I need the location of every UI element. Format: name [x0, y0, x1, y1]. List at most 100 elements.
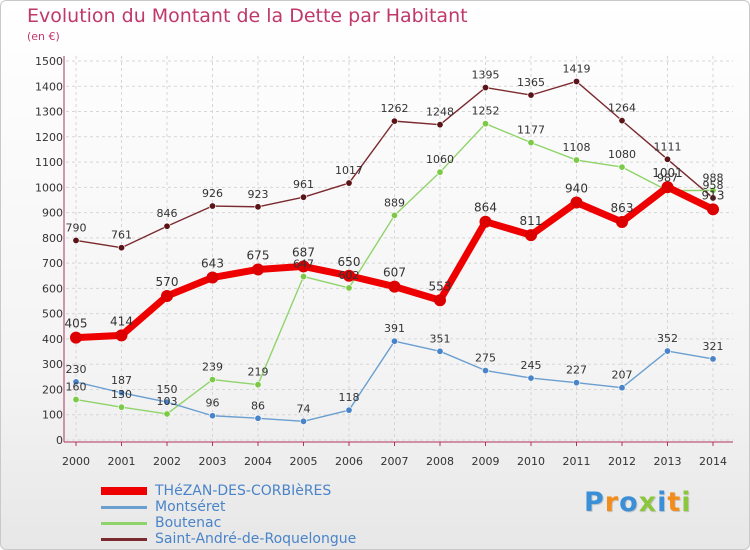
data-point: [390, 337, 398, 345]
data-point: [572, 156, 580, 164]
grid: [66, 56, 733, 441]
data-label: 675: [247, 248, 270, 262]
data-point: [118, 403, 126, 411]
data-label: 607: [383, 266, 406, 280]
data-point: [161, 289, 173, 302]
data-point: [299, 273, 307, 281]
data-label: 761: [111, 229, 132, 242]
y-tick-label: 600: [42, 282, 63, 295]
data-point: [527, 374, 535, 382]
axes: 0 100 200 300 400 500 600 700 800 900 1000 1100 1200…: [35, 55, 733, 468]
legend-swatch: [101, 506, 147, 509]
logo-letter: o: [619, 487, 639, 518]
data-point: [209, 412, 217, 420]
data-point: [209, 376, 217, 384]
data-label: 1017: [335, 164, 363, 177]
y-tick-label: 1500: [35, 55, 63, 68]
data-point: [345, 179, 353, 187]
legend-label: Montséret: [155, 499, 226, 515]
data-point: [345, 406, 353, 414]
data-label: 790: [66, 221, 87, 234]
data-label: 570: [156, 275, 179, 289]
data-label: 1264: [608, 102, 636, 115]
x-tick-label: 2009: [472, 455, 500, 468]
logo-letter: P: [584, 487, 605, 518]
data-point: [707, 203, 719, 216]
x-tick-label: 2006: [335, 455, 363, 468]
data-label: 275: [475, 352, 496, 365]
data-point: [525, 229, 537, 242]
data-point: [390, 117, 398, 125]
data-label: 958: [703, 179, 724, 192]
data-point: [481, 367, 489, 375]
data-label: 150: [157, 383, 178, 396]
x-tick-label: 2014: [699, 455, 727, 468]
data-label: 1395: [472, 69, 500, 82]
data-point: [618, 163, 626, 171]
data-label: 207: [612, 369, 633, 382]
data-label: 1080: [608, 148, 636, 161]
series-lines: [70, 77, 719, 425]
data-point: [481, 84, 489, 92]
data-point: [72, 378, 80, 386]
data-label: 230: [66, 363, 87, 376]
data-label: 1262: [381, 102, 409, 115]
logo-letter: i: [657, 487, 668, 518]
y-tick-label: 900: [42, 207, 63, 220]
y-tick-label: 1000: [35, 181, 63, 194]
data-point: [254, 203, 262, 211]
logo-letter: x: [638, 487, 658, 518]
legend-swatch: [101, 487, 147, 495]
data-label: 239: [202, 361, 223, 374]
data-point: [118, 389, 126, 397]
y-tick-label: 500: [42, 308, 63, 321]
data-label: 988: [703, 171, 724, 184]
logo-letter: r: [604, 487, 620, 518]
data-point: [72, 236, 80, 244]
y-tick-label: 0: [56, 434, 63, 447]
data-label: 647: [293, 258, 314, 271]
data-label: 650: [338, 255, 361, 269]
data-label: 863: [611, 201, 634, 215]
data-label: 1060: [426, 153, 454, 166]
data-point: [163, 222, 171, 230]
data-label: 405: [65, 317, 88, 331]
data-label: 321: [703, 340, 724, 353]
data-label: 160: [66, 381, 87, 394]
legend-label: Saint-André-de-Roquelongue: [155, 531, 357, 547]
x-tick-label: 2002: [153, 455, 181, 468]
chart-title: Evolution du Montant de la Dette par Hab…: [27, 5, 468, 27]
data-point: [709, 186, 717, 194]
data-label: 1252: [472, 105, 500, 118]
legend-swatch: [101, 538, 147, 541]
data-point: [618, 384, 626, 392]
legend-label: THéZAN-DES-CORBIèRES: [155, 483, 332, 499]
data-label: 1111: [654, 140, 682, 153]
x-tick-label: 2000: [62, 455, 90, 468]
data-point: [70, 331, 82, 344]
data-point: [254, 414, 262, 422]
data-point: [390, 211, 398, 219]
legend-label: Boutenac: [155, 515, 222, 531]
data-label: 864: [474, 201, 497, 215]
data-point: [570, 196, 583, 209]
y-tick-label: 300: [42, 358, 63, 371]
y-tick-label: 1200: [35, 131, 63, 144]
y-tick-label: 1100: [35, 156, 63, 169]
data-point: [709, 355, 717, 363]
x-tick-label: 2011: [563, 455, 591, 468]
data-label: 245: [521, 359, 542, 372]
y-tick-label: 700: [42, 257, 63, 270]
data-point: [388, 280, 401, 293]
data-point: [527, 139, 535, 147]
x-tick-label: 2008: [426, 455, 454, 468]
data-label: 553: [429, 279, 452, 293]
data-point: [299, 417, 307, 425]
data-point: [434, 294, 446, 307]
data-label: 1248: [426, 106, 454, 119]
data-point: [163, 398, 171, 406]
data-point: [709, 194, 717, 202]
data-label: 923: [248, 188, 269, 201]
